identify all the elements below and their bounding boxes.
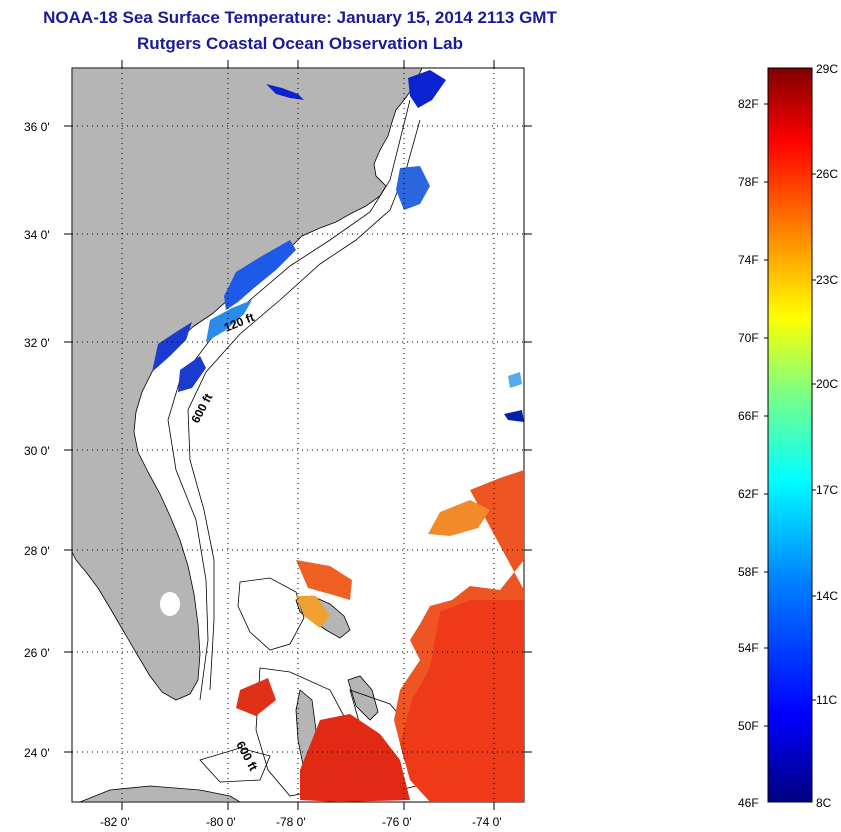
colorbar-celsius-label: 14C xyxy=(816,589,839,603)
colorbar-fahrenheit-label: 82F xyxy=(738,97,759,111)
lat-label: 34 0' xyxy=(24,228,50,242)
colorbar-celsius-label: 23C xyxy=(816,273,839,287)
colorbar-celsius-label: 26C xyxy=(816,167,839,181)
lon-label: -74 0' xyxy=(472,815,502,829)
sst-cold-patches xyxy=(152,70,524,422)
map-subtitle: Rutgers Coastal Ocean Observation Lab xyxy=(137,34,463,53)
colorbar-celsius-label: 20C xyxy=(816,377,839,391)
colorbar-fahrenheit-label: 74F xyxy=(738,253,759,267)
map-ticks xyxy=(64,60,532,810)
colorbar-celsius-label: 11C xyxy=(816,693,838,707)
lat-label: 30 0' xyxy=(24,444,50,458)
lat-label: 28 0' xyxy=(24,544,50,558)
colorbar xyxy=(767,67,813,803)
colorbar-fahrenheit-label: 70F xyxy=(738,331,759,345)
colorbar-fahrenheit-label: 50F xyxy=(738,719,759,733)
colorbar-fahrenheit-label: 54F xyxy=(738,641,759,655)
lat-label: 24 0' xyxy=(24,746,50,760)
colorbar-fahrenheit-label: 46F xyxy=(738,796,759,810)
colorbar-fahrenheit-label: 62F xyxy=(738,487,759,501)
land-cuba xyxy=(79,785,241,802)
map-title: NOAA-18 Sea Surface Temperature: January… xyxy=(43,8,557,27)
colorbar-celsius-label: 17C xyxy=(816,483,839,497)
colorbar-fahrenheit-label: 66F xyxy=(738,409,759,423)
colorbar-fahrenheit-label: 78F xyxy=(738,175,759,189)
lon-label: -82 0' xyxy=(100,815,130,829)
colorbar-celsius-label: 29C xyxy=(816,62,839,76)
lon-label: -78 0' xyxy=(276,815,306,829)
lon-label: -76 0' xyxy=(382,815,412,829)
colorbar-celsius-label: 8C xyxy=(816,796,832,810)
lat-label: 32 0' xyxy=(24,336,50,350)
lon-label: -80 0' xyxy=(206,815,236,829)
lat-label: 26 0' xyxy=(24,646,50,660)
lat-label: 36 0' xyxy=(24,120,50,134)
colorbar-ticks xyxy=(764,103,816,727)
colorbar-fahrenheit-label: 58F xyxy=(738,565,759,579)
graticule xyxy=(72,68,524,802)
lake-okeechobee xyxy=(160,592,180,616)
